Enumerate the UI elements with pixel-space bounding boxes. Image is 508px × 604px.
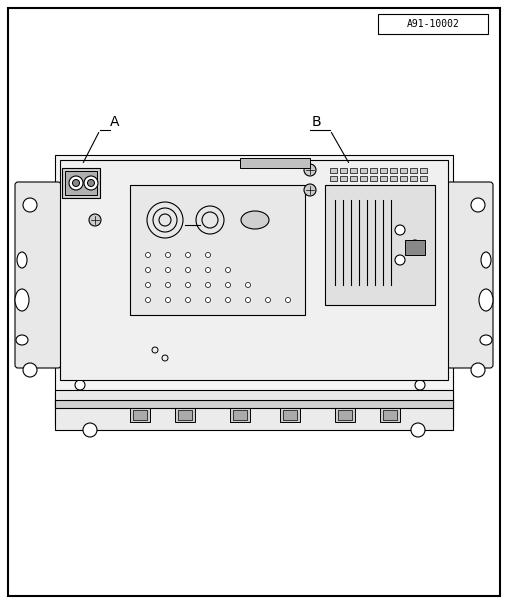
Circle shape <box>75 380 85 390</box>
Ellipse shape <box>17 252 27 268</box>
Bar <box>410 168 417 173</box>
Bar <box>130 408 150 422</box>
Bar <box>370 168 377 173</box>
Circle shape <box>185 283 190 288</box>
Bar <box>400 168 407 173</box>
Bar <box>390 176 397 181</box>
Bar <box>390 168 397 173</box>
Bar <box>133 410 147 420</box>
Bar <box>380 408 400 422</box>
Bar <box>420 168 427 173</box>
Bar <box>410 176 417 181</box>
Circle shape <box>166 268 171 272</box>
FancyBboxPatch shape <box>447 182 493 368</box>
Circle shape <box>226 268 231 272</box>
Circle shape <box>206 298 210 303</box>
Circle shape <box>415 380 425 390</box>
Circle shape <box>166 298 171 303</box>
Ellipse shape <box>479 289 493 311</box>
Bar <box>405 240 425 255</box>
Circle shape <box>395 255 405 265</box>
Circle shape <box>145 298 150 303</box>
Circle shape <box>185 252 190 257</box>
Bar <box>350 176 357 181</box>
Text: B: B <box>312 115 322 129</box>
Bar <box>380 176 387 181</box>
Bar <box>280 408 300 422</box>
Circle shape <box>76 161 84 169</box>
Bar <box>383 410 397 420</box>
Text: A91-10002: A91-10002 <box>406 19 459 29</box>
Circle shape <box>245 283 250 288</box>
Bar <box>378 14 488 34</box>
Bar <box>55 155 453 425</box>
Circle shape <box>166 283 171 288</box>
Circle shape <box>285 298 291 303</box>
Bar <box>130 185 305 315</box>
Bar <box>178 410 192 420</box>
Circle shape <box>83 423 97 437</box>
Circle shape <box>73 179 79 187</box>
Bar <box>233 410 247 420</box>
Circle shape <box>89 214 101 226</box>
Bar <box>330 168 337 173</box>
Circle shape <box>266 298 270 303</box>
Text: A: A <box>110 115 119 129</box>
Circle shape <box>410 240 420 250</box>
Bar <box>338 410 352 420</box>
Circle shape <box>206 283 210 288</box>
Bar <box>340 168 347 173</box>
Bar <box>65 171 97 195</box>
Bar <box>340 176 347 181</box>
Bar <box>350 168 357 173</box>
Bar <box>330 176 337 181</box>
Bar <box>360 168 367 173</box>
Bar <box>240 158 310 168</box>
Circle shape <box>471 363 485 377</box>
Ellipse shape <box>16 335 28 345</box>
Circle shape <box>304 164 316 176</box>
Bar <box>55 400 453 408</box>
Circle shape <box>87 179 94 187</box>
Bar <box>325 185 435 305</box>
Bar <box>400 176 407 181</box>
Bar <box>420 176 427 181</box>
Ellipse shape <box>480 335 492 345</box>
Circle shape <box>69 176 83 190</box>
Circle shape <box>185 298 190 303</box>
Bar <box>62 168 100 198</box>
Circle shape <box>416 161 424 169</box>
Bar <box>60 160 448 380</box>
Circle shape <box>23 198 37 212</box>
Circle shape <box>206 268 210 272</box>
Ellipse shape <box>241 211 269 229</box>
Circle shape <box>145 283 150 288</box>
Circle shape <box>166 252 171 257</box>
Bar <box>175 408 195 422</box>
Bar <box>370 176 377 181</box>
FancyBboxPatch shape <box>15 182 61 368</box>
Bar <box>283 410 297 420</box>
Circle shape <box>395 225 405 235</box>
Bar <box>380 168 387 173</box>
Circle shape <box>245 298 250 303</box>
Circle shape <box>206 252 210 257</box>
Circle shape <box>411 423 425 437</box>
Circle shape <box>226 283 231 288</box>
Bar <box>360 176 367 181</box>
Circle shape <box>226 298 231 303</box>
Circle shape <box>304 184 316 196</box>
Ellipse shape <box>15 289 29 311</box>
Circle shape <box>471 198 485 212</box>
Ellipse shape <box>481 252 491 268</box>
Circle shape <box>145 252 150 257</box>
Bar <box>335 408 355 422</box>
Circle shape <box>185 268 190 272</box>
Circle shape <box>23 363 37 377</box>
Bar <box>230 408 250 422</box>
Circle shape <box>145 268 150 272</box>
Bar <box>55 390 453 430</box>
Circle shape <box>84 176 98 190</box>
